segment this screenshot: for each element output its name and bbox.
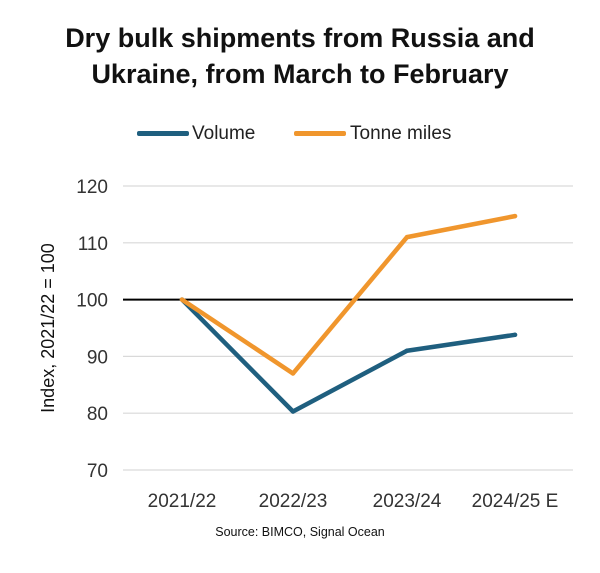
y-tick-label: 110	[78, 234, 108, 255]
chart-title-line-2: Ukraine, from March to February	[91, 59, 509, 89]
y-tick-label: 70	[87, 461, 108, 482]
x-tick-label: 2024/25 E	[472, 491, 559, 512]
legend-label-volume: Volume	[192, 123, 256, 144]
data-point-tonne-miles-2	[404, 234, 410, 240]
chart-title-line-1: Dry bulk shipments from Russia and	[65, 23, 535, 53]
legend-label-tonne-miles: Tonne miles	[350, 123, 452, 144]
y-tick-label: 80	[87, 404, 108, 425]
y-axis-label: Index, 2021/22 = 100	[38, 243, 58, 413]
x-tick-label: 2021/22	[148, 491, 217, 512]
y-tick-label: 120	[76, 177, 108, 198]
legend-swatch-volume	[137, 131, 189, 136]
data-point-tonne-miles-0	[179, 297, 185, 302]
series-line-volume	[179, 297, 518, 414]
x-tick-label: 2023/24	[373, 491, 442, 512]
series-line-tonne-miles	[179, 213, 518, 376]
legend-swatch-tonne-miles	[294, 131, 346, 136]
y-tick-label: 90	[87, 347, 108, 368]
data-point-tonne-miles-1	[290, 371, 296, 376]
x-tick-label: 2022/23	[259, 491, 328, 512]
data-point-volume-1	[290, 409, 296, 414]
data-point-volume-3	[512, 332, 518, 338]
y-tick-label: 100	[76, 291, 108, 312]
chart-source-note: Source: BIMCO, Signal Ocean	[215, 525, 385, 539]
data-point-tonne-miles-3	[512, 213, 518, 219]
data-point-volume-2	[404, 348, 410, 353]
